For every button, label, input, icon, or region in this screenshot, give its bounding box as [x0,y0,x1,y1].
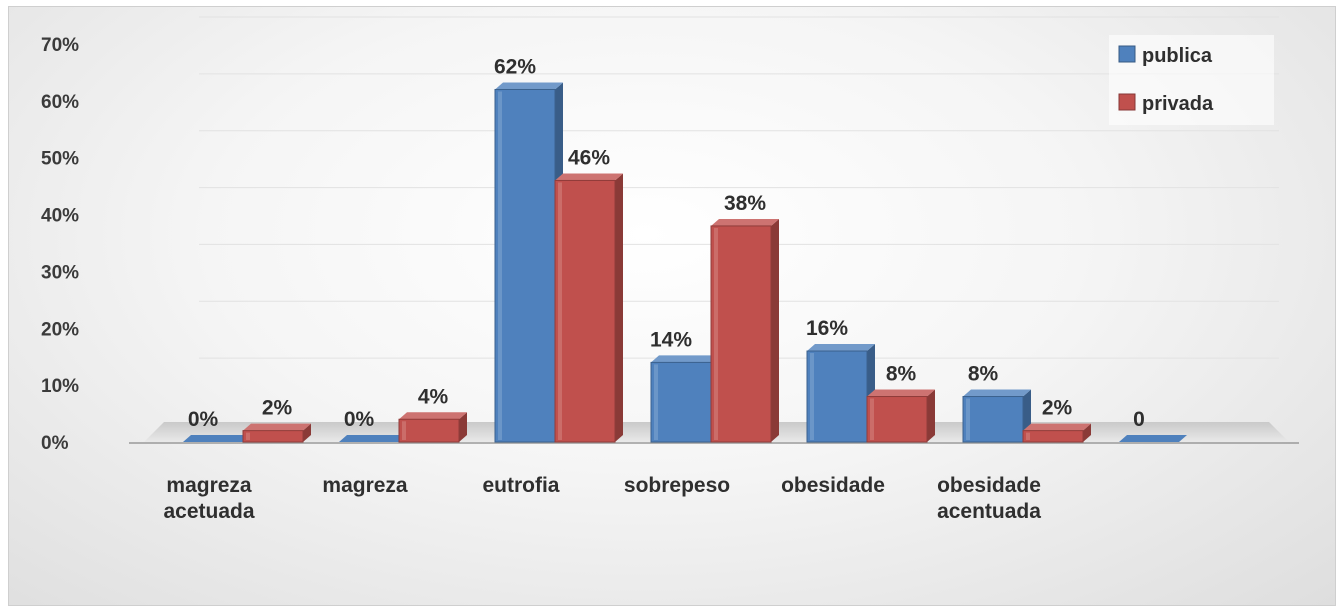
data-label: 14% [650,328,692,351]
y-axis: 0% 10% 20% 30% 40% 50% 60% 70% [41,35,79,454]
legend-label-publica: publica [1142,45,1213,67]
legend: publica privada [1109,35,1274,125]
bar-publica [806,344,875,443]
y-tick-label: 0% [41,433,69,454]
y-tick-label: 40% [41,206,79,227]
bar-publica [494,82,563,443]
bar-privada [554,173,623,443]
data-label: 0% [344,408,375,431]
y-tick-label: 60% [41,92,79,113]
chart-area: 0% 10% 20% 30% 40% 50% 60% 70% 0% 2% 0% 4% 62% 46% 14… [8,6,1336,606]
x-axis: magreza acetuada magreza eutrofia sobrepeso o… [163,474,1041,523]
y-tick-label: 50% [41,149,79,170]
data-label: 38% [724,192,766,215]
legend-swatch-privada [1118,93,1136,111]
bar-privada [398,412,467,443]
bar-publica [183,435,251,442]
bar-privada [866,389,935,443]
data-label: 0 [1133,408,1145,431]
data-label: 8% [886,363,917,386]
data-label: 16% [806,317,848,340]
bar-publica [339,435,407,442]
data-label: 8% [968,363,999,386]
category-label: sobrepeso [624,474,730,497]
bar-publica [650,355,719,443]
legend-label-privada: privada [1142,93,1214,115]
data-label: 4% [418,385,449,408]
bars: 0% 2% 0% 4% 62% 46% 14% 38% 16% 8% 8% 2% 0 [183,55,1187,443]
y-tick-label: 20% [41,319,79,340]
bar-privada [710,218,779,443]
y-tick-label: 70% [41,35,79,56]
category-label: eutrofia [482,474,559,497]
data-label: 46% [568,146,610,169]
category-label: magreza acetuada [163,474,254,523]
data-label: 2% [1042,397,1073,420]
y-tick-label: 30% [41,262,79,283]
bar-publica [962,389,1031,443]
category-label: obesidade [781,474,885,497]
bar-privada [1022,423,1091,443]
category-label: obesidade acentuada [937,474,1041,523]
data-label: 62% [494,55,536,78]
category-label: magreza [322,474,408,497]
data-label: 2% [262,397,293,420]
bar-chart: 0% 10% 20% 30% 40% 50% 60% 70% 0% 2% 0% 4% 62% 46% 14… [41,16,1299,523]
legend-box [1109,35,1274,125]
bar-privada [242,423,311,443]
bar-publica [1119,435,1187,442]
legend-swatch-publica [1118,45,1136,63]
y-tick-label: 10% [41,376,79,397]
data-label: 0% [188,408,219,431]
